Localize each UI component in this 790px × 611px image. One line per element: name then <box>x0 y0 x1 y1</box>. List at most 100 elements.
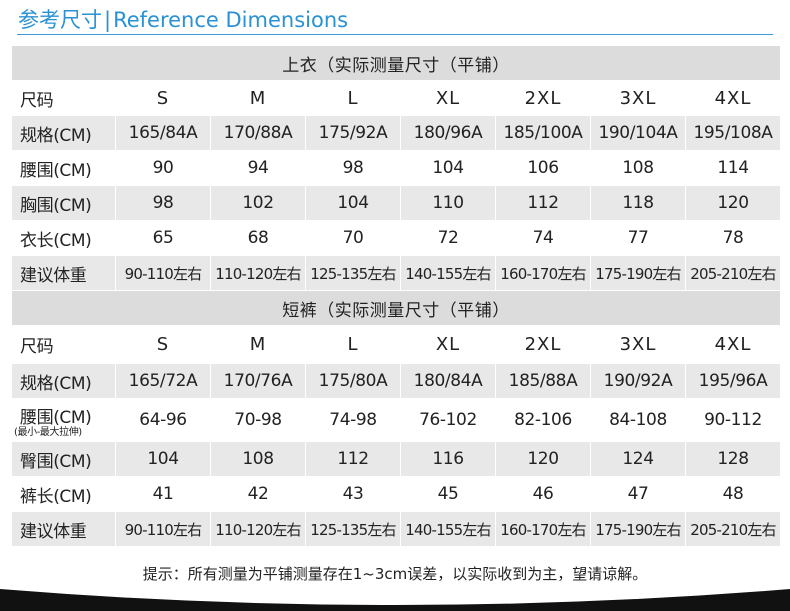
top-cell: 190/104A <box>591 116 685 150</box>
bottom-cell: 175-190左右 <box>591 512 685 546</box>
bottom-cell: M <box>211 326 305 363</box>
top-row-spec: 规格(CM) 165/84A 170/88A 175/92A 180/96A 1… <box>12 116 780 150</box>
bottom-cell: 4XL <box>686 326 780 363</box>
top-cell: 195/108A <box>686 116 780 150</box>
top-cell: 72 <box>401 221 495 255</box>
top-cell: 65 <box>116 221 210 255</box>
top-cell: 120 <box>686 186 780 220</box>
top-cell: 125-135左右 <box>306 256 400 290</box>
bottom-cell: 45 <box>401 477 495 511</box>
top-row-label: 腰围(CM) <box>12 151 115 185</box>
top-row-length: 衣长(CM) 65 68 70 72 74 77 78 <box>12 221 780 255</box>
top-cell: 175/92A <box>306 116 400 150</box>
bottom-cell: 2XL <box>496 326 590 363</box>
bottom-cell: 175/80A <box>306 364 400 398</box>
bottom-cell: 70-98 <box>211 399 305 441</box>
bottom-cell: 108 <box>211 442 305 476</box>
bottom-row-label: 规格(CM) <box>12 364 115 398</box>
top-cell: 78 <box>686 221 780 255</box>
top-cell: 108 <box>591 151 685 185</box>
top-row-size: 尺码 S M L XL 2XL 3XL 4XL <box>12 81 780 115</box>
top-cell: 180/96A <box>401 116 495 150</box>
top-cell: 106 <box>496 151 590 185</box>
top-cell: 165/84A <box>116 116 210 150</box>
top-cell: 4XL <box>686 81 780 115</box>
bottom-cell: 43 <box>306 477 400 511</box>
top-cell: 2XL <box>496 81 590 115</box>
bottom-section-title: 短裤（实际测量尺寸（平铺） <box>12 291 780 325</box>
bottom-cell: 84-108 <box>591 399 685 441</box>
bottom-row-label: 建议体重 <box>12 512 115 546</box>
bottom-cell: 180/84A <box>401 364 495 398</box>
top-cell: 98 <box>116 186 210 220</box>
top-cell: L <box>306 81 400 115</box>
top-cell: 70 <box>306 221 400 255</box>
bottom-row-label: 尺码 <box>12 326 115 363</box>
bottom-cell: 42 <box>211 477 305 511</box>
top-cell: 112 <box>496 186 590 220</box>
bottom-cell: 120 <box>496 442 590 476</box>
bottom-cell: 64-96 <box>116 399 210 441</box>
bottom-cell: 170/76A <box>211 364 305 398</box>
bottom-cell: L <box>306 326 400 363</box>
top-row-label: 建议体重 <box>12 256 115 290</box>
top-cell: 205-210左右 <box>686 256 780 290</box>
bottom-cell: 104 <box>116 442 210 476</box>
bottom-cell: 47 <box>591 477 685 511</box>
page-title: 参考尺寸|Reference Dimensions <box>18 4 348 34</box>
top-cell: 3XL <box>591 81 685 115</box>
top-cell: 170/88A <box>211 116 305 150</box>
top-cell: 94 <box>211 151 305 185</box>
waist-stretch-note: (最小-最大拉伸) <box>14 426 82 438</box>
title-separator: | <box>104 8 112 32</box>
bottom-cell: 185/88A <box>496 364 590 398</box>
bottom-cell: 112 <box>306 442 400 476</box>
bottom-row-label: 裤长(CM) <box>12 477 115 511</box>
bottom-row-hip: 臀围(CM) 104 108 112 116 120 124 128 <box>12 442 780 476</box>
bottom-row-length: 裤长(CM) 41 42 43 45 46 47 48 <box>12 477 780 511</box>
top-cell: 104 <box>306 186 400 220</box>
bottom-row-size: 尺码 S M L XL 2XL 3XL 4XL <box>12 326 780 363</box>
top-row-chest: 胸围(CM) 98 102 104 110 112 118 120 <box>12 186 780 220</box>
bottom-row-label-waist: 腰围(CM) (最小-最大拉伸) <box>12 399 115 441</box>
top-cell: 140-155左右 <box>401 256 495 290</box>
top-cell: 118 <box>591 186 685 220</box>
bottom-cell: 128 <box>686 442 780 476</box>
bottom-cell: 125-135左右 <box>306 512 400 546</box>
bottom-cell: 46 <box>496 477 590 511</box>
top-cell: 110-120左右 <box>211 256 305 290</box>
bottom-row-label: 腰围(CM) <box>20 407 92 428</box>
size-chart-table: 上衣（实际测量尺寸（平铺） 尺码 S M L XL 2XL 3XL 4XL 规格… <box>11 45 781 547</box>
bottom-row-spec: 规格(CM) 165/72A 170/76A 175/80A 180/84A 1… <box>12 364 780 398</box>
top-cell: 77 <box>591 221 685 255</box>
bottom-cell: 116 <box>401 442 495 476</box>
bottom-section-header: 短裤（实际测量尺寸（平铺） <box>12 291 780 325</box>
top-row-label: 衣长(CM) <box>12 221 115 255</box>
top-row-label: 胸围(CM) <box>12 186 115 220</box>
bottom-row-weight: 建议体重 90-110左右 110-120左右 125-135左右 140-15… <box>12 512 780 546</box>
top-section-header: 上衣（实际测量尺寸（平铺） <box>12 46 780 80</box>
bottom-cell: 76-102 <box>401 399 495 441</box>
bottom-swoosh-decoration <box>0 589 790 611</box>
bottom-cell: S <box>116 326 210 363</box>
bottom-cell: 205-210左右 <box>686 512 780 546</box>
bottom-cell: 140-155左右 <box>401 512 495 546</box>
bottom-cell: 124 <box>591 442 685 476</box>
top-row-weight: 建议体重 90-110左右 110-120左右 125-135左右 140-15… <box>12 256 780 290</box>
top-row-label: 尺码 <box>12 81 115 115</box>
bottom-cell: 82-106 <box>496 399 590 441</box>
bottom-cell: 41 <box>116 477 210 511</box>
top-cell: 102 <box>211 186 305 220</box>
top-cell: 114 <box>686 151 780 185</box>
top-cell: XL <box>401 81 495 115</box>
page-title-en: Reference Dimensions <box>113 8 349 32</box>
page-title-cn: 参考尺寸 <box>18 8 102 32</box>
top-cell: 98 <box>306 151 400 185</box>
top-cell: 160-170左右 <box>496 256 590 290</box>
top-cell: 90 <box>116 151 210 185</box>
top-cell: 175-190左右 <box>591 256 685 290</box>
top-cell: S <box>116 81 210 115</box>
bottom-cell: 90-112 <box>686 399 780 441</box>
top-cell: 74 <box>496 221 590 255</box>
top-cell: 90-110左右 <box>116 256 210 290</box>
